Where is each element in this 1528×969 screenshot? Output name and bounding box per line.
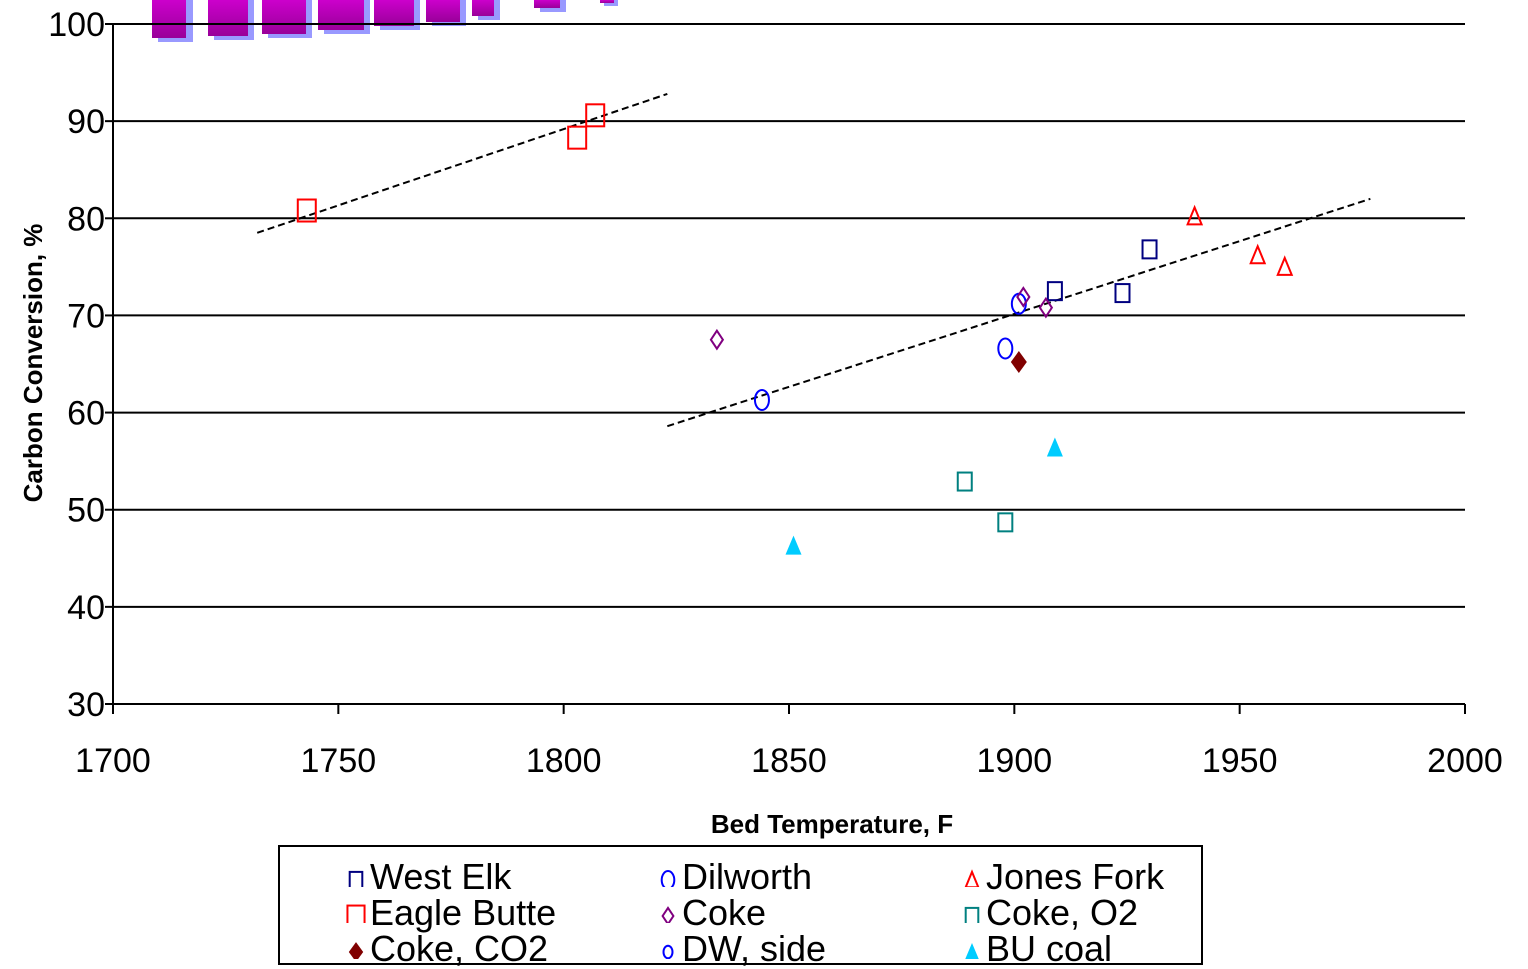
legend-item: Eagle Butte: [346, 895, 556, 931]
legend-label: BU coal: [986, 928, 1113, 969]
x-tick-label: 1900: [977, 742, 1053, 780]
legend-marker-icon: [662, 944, 674, 959]
legend-symbol: [964, 869, 980, 887]
legend-item: Coke: [658, 895, 766, 931]
point-eagle-butte: [296, 198, 317, 223]
legend-symbol: [348, 942, 364, 959]
legend-symbol: [964, 906, 980, 923]
legend-symbol: [346, 904, 366, 923]
legend-marker-icon: [348, 870, 364, 887]
x-tick-label: 1950: [1202, 742, 1278, 780]
legend-symbol: [660, 870, 676, 887]
point-jones-fork: [1249, 243, 1267, 265]
point-coke-o2: [956, 471, 973, 492]
y-tick-label: 30: [67, 686, 105, 724]
legend-label: Jones Fork: [986, 856, 1165, 897]
point-bu-coal: [1046, 437, 1063, 457]
legend-marker-icon: [348, 942, 364, 959]
point-eagle-butte: [585, 103, 606, 128]
point-coke-co2: [1010, 351, 1027, 374]
legend-label: Coke, O2: [986, 892, 1139, 933]
legend-item: West Elk: [346, 859, 511, 895]
legend-label: Coke: [682, 892, 767, 933]
y-tick-label: 90: [67, 103, 105, 141]
legend-item: DW, side: [658, 931, 826, 967]
wordart-banner: [152, 0, 618, 42]
y-tick-label: 80: [67, 200, 105, 238]
legend-symbol: [965, 943, 979, 959]
point-coke: [709, 328, 725, 351]
data-points: [296, 103, 1294, 555]
trendlines: [256, 92, 1371, 428]
x-tick-label: 1700: [75, 742, 151, 780]
legend-symbol: [662, 944, 674, 959]
y-tick-label: 100: [48, 6, 105, 44]
legend-item: Dilworth: [658, 859, 812, 895]
y-tick-label: 60: [67, 395, 105, 433]
trendline: [256, 92, 668, 234]
legend-marker-icon: [661, 906, 675, 923]
gridlines: [113, 23, 1465, 608]
x-tick-label: 1850: [751, 742, 827, 780]
legend-item: Coke, O2: [962, 895, 1138, 931]
legend-symbol: [661, 906, 675, 923]
point-west-elk: [1114, 283, 1131, 304]
x-tick-label: 1800: [526, 742, 602, 780]
point-west-elk: [1141, 239, 1158, 260]
point-eagle-butte: [567, 125, 588, 150]
x-tick-label: 1750: [301, 742, 377, 780]
point-dilworth: [997, 337, 1014, 360]
x-axis-label: Bed Temperature, F: [711, 809, 953, 839]
legend-marker-icon: [965, 943, 979, 959]
point-jones-fork: [1186, 204, 1204, 226]
y-tick-label: 40: [67, 589, 105, 627]
legend-item: BU coal: [962, 931, 1112, 967]
legend: West Elk Dilworth Jones Fork Eagle Butte Cok…: [278, 845, 1203, 967]
x-tick-label: 2000: [1427, 742, 1503, 780]
point-dilworth: [753, 388, 770, 411]
point-bu-coal: [785, 535, 802, 555]
legend-label: West Elk: [370, 856, 512, 897]
legend-item: Coke, CO2: [346, 931, 548, 967]
y-axis-label: Carbon Conversion, %: [18, 224, 48, 503]
point-west-elk: [1046, 281, 1063, 302]
legend-marker-icon: [660, 870, 676, 887]
point-coke: [1038, 296, 1054, 319]
legend-label: Dilworth: [682, 856, 813, 897]
legend-item: Jones Fork: [962, 859, 1164, 895]
y-tick-label: 70: [67, 297, 105, 335]
legend-marker-icon: [964, 869, 980, 887]
point-coke: [1016, 286, 1031, 308]
tick-labels: 30 40 50 60 70 80 90 100 1700 1750 1800 1850 1900 195…: [48, 6, 1503, 780]
point-coke-o2: [997, 512, 1014, 533]
y-tick-label: 50: [67, 492, 105, 530]
legend-marker-icon: [964, 906, 980, 923]
legend-label: Eagle Butte: [370, 892, 557, 933]
legend-label: DW, side: [682, 928, 827, 969]
point-jones-fork: [1276, 255, 1294, 276]
legend-symbol: [348, 870, 364, 887]
axes: [105, 23, 1466, 714]
legend-label: Coke, CO2: [370, 928, 549, 969]
legend-marker-icon: [346, 904, 366, 923]
trendline: [667, 197, 1371, 428]
